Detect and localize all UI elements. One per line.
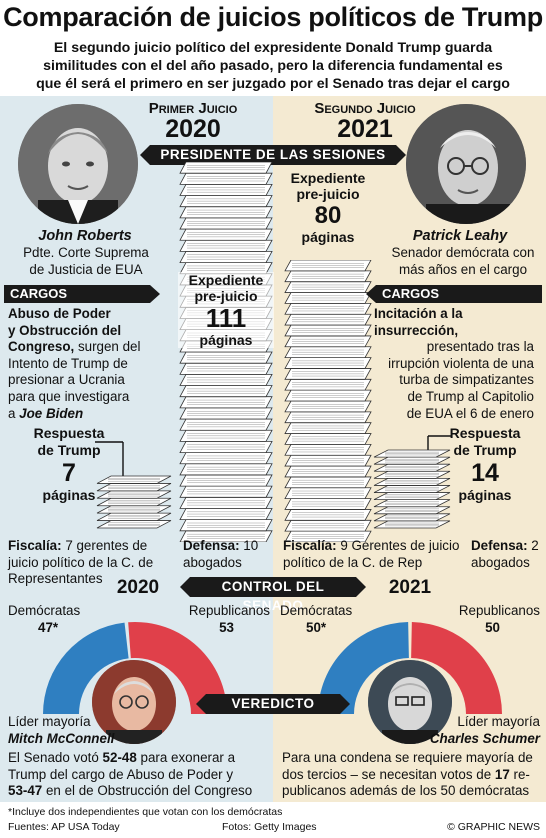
second-republicans: Republicanos 50	[458, 603, 540, 635]
second-dossier-stack	[284, 260, 372, 542]
second-democrats: Demócratas 50*	[280, 603, 353, 635]
second-charges-tag-shape	[366, 285, 542, 303]
first-charges-tag: CARGOS	[10, 286, 68, 301]
senate-banner-shape	[180, 577, 366, 597]
first-charges-text: Abuso de Poder y Obstrucción del Congres…	[8, 306, 141, 421]
first-leader: Líder mayoría Mitch McConnell	[8, 714, 115, 746]
first-senate-year: 2020	[116, 577, 160, 598]
first-response-stack	[95, 441, 172, 529]
second-dossier-label: Expediente pre-juicio 80 páginas	[283, 170, 373, 245]
second-trial-label: Segundo Juicio	[314, 100, 416, 117]
verdict-banner-shape	[196, 694, 350, 714]
first-verdict-text: El Senado votó 52-48 para exonerar a Tru…	[8, 750, 253, 799]
second-presider-role: Senador demócrata con más años en el car…	[391, 245, 535, 277]
first-dossier-number: 111	[205, 303, 247, 333]
first-presider-name: John Roberts	[38, 228, 132, 244]
first-trial-year: 2020	[165, 115, 221, 143]
first-prosecution: Fiscalía: 7 gerentes de juicio político …	[8, 538, 154, 587]
second-senate-year: 2021	[388, 577, 432, 598]
first-charges-tag-shape	[4, 285, 160, 303]
verdict-banner: VEREDICTO	[231, 696, 315, 711]
graphic-news-credit: © GRAPHIC NEWS	[447, 821, 540, 833]
second-response-number: 14	[471, 459, 499, 487]
second-dossier-number: 80	[314, 202, 342, 229]
second-defense: Defensa: 2 abogados	[471, 538, 539, 570]
first-defense: Defensa: 10 abogados	[183, 538, 259, 570]
first-dossier-stack	[179, 162, 273, 542]
senate-control-banner: CONTROL DEL SENADO	[221, 579, 325, 613]
second-senate-arc	[318, 622, 502, 714]
first-response-label: Respuesta de Trump 7 páginas	[14, 425, 124, 504]
second-prosecution: Fiscalía: 9 Gerentes de juicio político …	[283, 538, 460, 570]
charles-schumer-photo	[368, 660, 452, 744]
first-senate-arc	[43, 622, 227, 714]
second-response-stack	[373, 435, 452, 529]
page-subtitle: El segundo juicio político del expreside…	[36, 40, 510, 92]
first-presider-role: Pdte. Corte Suprema de Justicia de EUA	[23, 245, 149, 277]
second-verdict-text: Para una condena se requiere mayoría de …	[282, 750, 533, 799]
second-presider-name: Patrick Leahy	[412, 228, 508, 244]
mitch-mcconnell-photo	[92, 660, 176, 744]
second-charges-tag: CARGOS	[382, 286, 440, 301]
footnote: *Incluye dos independientes que votan co…	[8, 806, 283, 818]
second-leader: Líder mayoría Charles Schumer	[429, 714, 540, 746]
first-trial-label: Primer Juicio	[148, 100, 238, 117]
second-response-label: Respuesta de Trump 14 páginas	[430, 425, 540, 504]
presiding-banner-shape	[140, 145, 406, 165]
second-charges-text: Incitación a la insurrección, presentado…	[374, 306, 534, 421]
first-democrats: Demócratas 47*	[8, 603, 81, 635]
second-trial-year: 2021	[337, 115, 393, 143]
sources: Fuentes: AP USA Today	[8, 821, 120, 833]
presiding-banner: PRESIDENTE DE LAS SESIONES	[160, 147, 386, 162]
first-dossier-label: Expediente pre-juicio 111 páginas	[178, 272, 274, 348]
first-response-number: 7	[62, 459, 76, 487]
first-republicans: Republicanos 53	[188, 603, 270, 635]
patrick-leahy-photo	[406, 104, 526, 224]
john-roberts-photo	[18, 104, 138, 224]
photo-credit: Fotos: Getty Images	[222, 821, 317, 833]
page-title: Comparación de juicios políticos de Trum…	[3, 2, 543, 32]
